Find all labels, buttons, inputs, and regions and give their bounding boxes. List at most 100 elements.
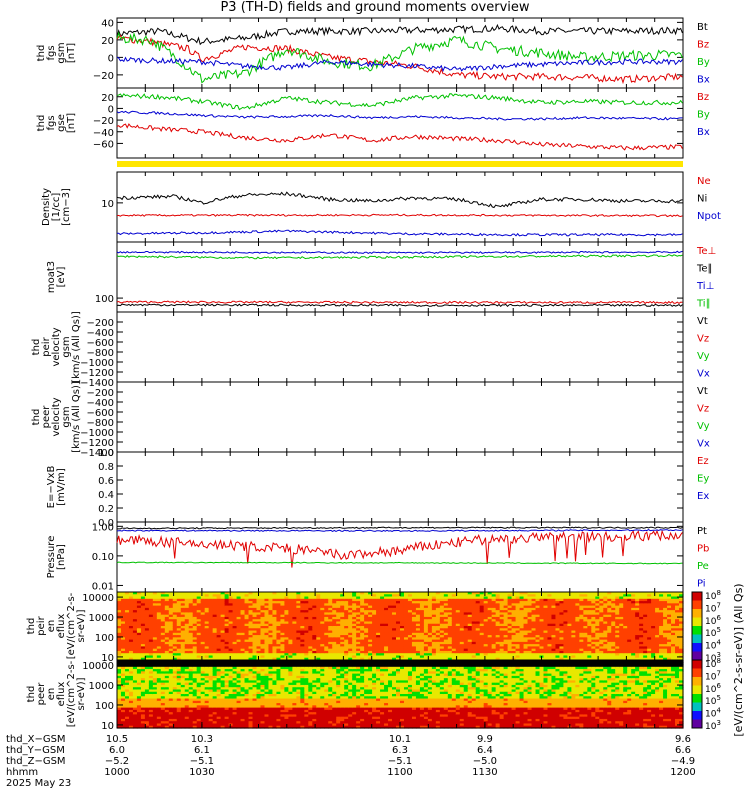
spectrogram-cell: [188, 637, 194, 641]
spectrogram-cell: [487, 610, 493, 613]
spectrogram-cell: [515, 610, 521, 613]
spectrogram-cell: [583, 598, 588, 602]
spectrogram-cell: [216, 596, 222, 600]
spectrogram-cell: [228, 632, 234, 636]
spectrogram-cell: [627, 619, 632, 623]
spectrogram-cell: [320, 626, 325, 629]
spectrogram-cell: [304, 594, 309, 598]
spectrogram-cell: [539, 630, 545, 634]
spectrogram-cell: [268, 635, 274, 638]
spectrogram-cell: [260, 607, 266, 611]
spectrogram-cell: [567, 621, 572, 625]
spectrogram-cell: [559, 639, 565, 643]
spectrogram-cell: [403, 657, 409, 661]
spectrogram-cell: [212, 632, 218, 636]
spectrogram-cell: [679, 648, 684, 652]
spectrogram-cell: [439, 605, 445, 609]
spectrogram-cell: [531, 648, 537, 652]
spectrogram-cell: [120, 707, 126, 711]
spectrogram-cell: [575, 601, 580, 604]
spectrogram-cell: [407, 614, 413, 618]
y-tick-label: −1200: [80, 368, 114, 379]
spectrogram-cell: [431, 637, 437, 641]
spectrogram-cell: [435, 610, 441, 613]
spectrogram-cell: [117, 700, 122, 704]
spectrogram-cell: [120, 639, 126, 643]
spectrogram-cell: [639, 612, 644, 616]
spectrogram-cell: [483, 641, 489, 645]
spectrogram-cell: [348, 598, 353, 602]
spectrogram-cell: [547, 644, 553, 647]
spectrogram-cell: [296, 610, 301, 613]
spectrogram-cell: [615, 596, 620, 600]
spectrogram-cell: [196, 646, 202, 650]
spectrogram-cell: [467, 603, 473, 607]
spectrogram-cell: [340, 628, 345, 632]
spectrogram-cell: [296, 632, 301, 636]
spectrogram-cell: [316, 616, 321, 620]
spectrogram-cell: [264, 601, 270, 604]
spectrogram-cell: [475, 612, 481, 616]
spectrogram-cell: [164, 639, 170, 643]
spectrogram-cell: [328, 601, 333, 604]
spectrogram-cell: [296, 628, 301, 632]
spectrogram-cell: [495, 605, 501, 609]
spectrogram-cell: [631, 626, 636, 629]
spectrogram-cell: [124, 610, 130, 613]
spectrogram-cell: [372, 619, 377, 623]
spectrogram-cell: [587, 623, 592, 627]
spectrogram-cell: [643, 639, 648, 643]
spectrogram-cell: [276, 630, 282, 634]
spectrogram-cell: [659, 607, 664, 611]
spectrogram-cell: [403, 592, 409, 595]
spectrogram-cell: [499, 650, 505, 654]
spectrogram-cell: [192, 596, 198, 600]
spectrogram-cell: [128, 612, 134, 616]
spectrogram-cell: [575, 653, 580, 657]
spectrogram-cell: [479, 601, 485, 604]
spectrogram-cell: [495, 644, 501, 647]
spectrogram-cell: [220, 601, 226, 604]
spectrogram-cell: [543, 619, 549, 623]
spectrogram-cell: [479, 637, 485, 641]
spectrogram-cell: [471, 648, 477, 652]
spectrogram-cell: [124, 662, 130, 666]
spectrogram-cell: [364, 637, 369, 641]
spectrogram-cell: [268, 594, 274, 598]
spectrogram-cell: [595, 596, 600, 600]
spectrogram-cell: [288, 610, 293, 613]
spectrogram-cell: [627, 601, 632, 604]
spectrogram-cell: [256, 610, 262, 613]
y-tick-label: 0: [108, 53, 114, 64]
spectrogram-cell: [272, 641, 278, 645]
spectrogram-cell: [619, 635, 624, 638]
spectrogram-cell: [356, 655, 361, 659]
spectrogram-cell: [495, 628, 501, 632]
spectrogram-cell: [615, 644, 620, 647]
spectrogram-cell: [392, 594, 397, 598]
spectrogram-cell: [132, 680, 138, 684]
spectrogram-cell: [296, 601, 301, 604]
spectrogram-cell: [403, 607, 409, 611]
spectrogram-cell: [152, 621, 158, 625]
spectrogram-cell: [176, 635, 182, 638]
spectrogram-cell: [376, 635, 381, 638]
spectrogram-cell: [675, 648, 680, 652]
spectrogram-cell: [471, 646, 477, 650]
spectrogram-cell: [364, 596, 369, 600]
spectrogram-cell: [324, 637, 329, 641]
spectrogram-cell: [603, 598, 608, 602]
spectrogram-cell: [623, 655, 628, 659]
spectrogram-cell: [415, 646, 421, 650]
y-tick-label: −400: [87, 328, 114, 339]
spectrogram-cell: [400, 655, 405, 659]
spectrogram-cell: [200, 635, 206, 638]
spectrogram-cell: [220, 648, 226, 652]
spectrogram-cell: [248, 628, 254, 632]
spectrogram-cell: [527, 616, 533, 620]
spectrogram-cell: [439, 657, 445, 661]
spectrogram-cell: [503, 605, 509, 609]
spectrogram-cell: [368, 607, 373, 611]
spectrogram-cell: [344, 644, 349, 647]
spectrogram-cell: [583, 637, 588, 641]
